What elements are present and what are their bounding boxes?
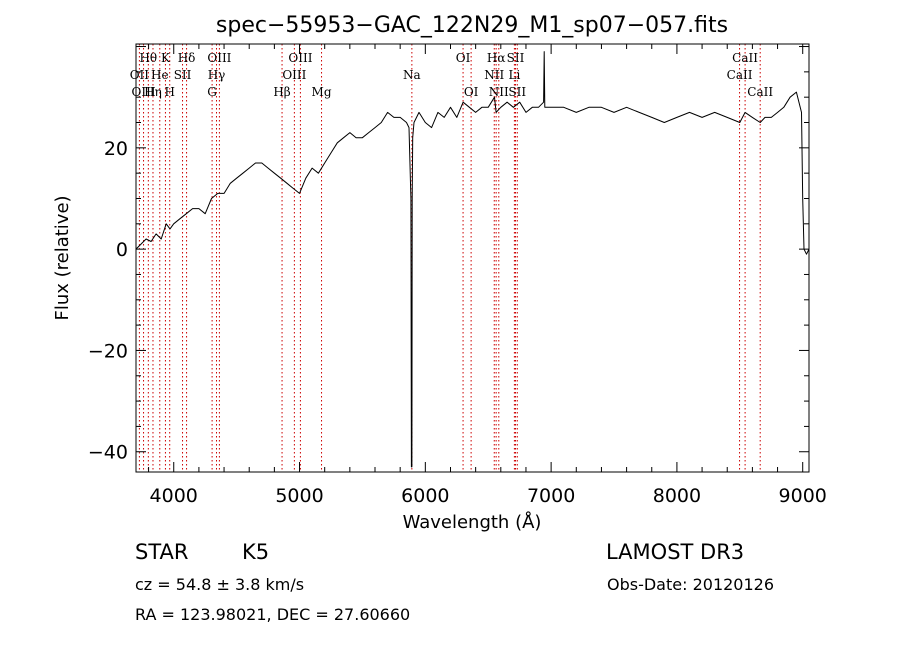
line-label-16: Na: [403, 68, 421, 82]
line-label-23: Li: [508, 68, 520, 82]
x-tick-label-4: 8000: [653, 485, 701, 507]
redshift-cz: cz = 54.8 ± 3.8 km/s: [135, 575, 305, 594]
plot-frame: [135, 43, 810, 473]
line-label-25: CaII: [732, 51, 758, 65]
y-tick-label-2: −20: [88, 340, 128, 362]
survey-name: LAMOST DR3: [606, 540, 745, 564]
line-label-14: OIII: [282, 68, 306, 82]
emission-line-labels: HθOIIOIIIHηHeKHSIIHδGOIIIHγHβOIIIOIIIMgN…: [130, 51, 774, 99]
line-label-11: Hγ: [208, 68, 226, 82]
y-axis-ticks: 20 0 −20 −40: [88, 46, 809, 464]
spectrum-series: [135, 51, 810, 468]
line-label-27: CaII: [747, 85, 773, 99]
line-label-6: H: [164, 85, 174, 99]
line-label-15: Mg: [312, 85, 332, 99]
line-label-24: SII: [508, 85, 526, 99]
line-label-5: K: [161, 51, 171, 65]
x-axis-label: Wavelength (Å): [403, 511, 542, 533]
line-label-2: OIII: [132, 85, 156, 99]
line-label-3: Hη: [144, 85, 162, 99]
y-tick-label-3: −40: [88, 442, 128, 464]
line-label-1: OII: [130, 68, 150, 82]
object-subclass: K5: [242, 540, 270, 564]
observation-date: Obs-Date: 20120126: [607, 575, 775, 594]
line-label-18: OI: [464, 85, 479, 99]
y-tick-label-0: 20: [104, 138, 128, 160]
line-label-4: He: [151, 68, 169, 82]
line-label-12: Hβ: [273, 85, 290, 99]
line-label-21: NII: [489, 85, 509, 99]
x-tick-label-0: 4000: [150, 485, 198, 507]
x-tick-label-3: 7000: [527, 485, 575, 507]
x-tick-label-5: 9000: [779, 485, 827, 507]
line-label-13: OIII: [288, 51, 312, 65]
line-label-8: Hδ: [178, 51, 196, 65]
coordinates: RA = 123.98021, DEC = 27.60660: [135, 605, 411, 624]
x-tick-label-1: 5000: [275, 485, 323, 507]
line-label-19: Hα: [487, 51, 506, 65]
line-label-9: G: [207, 85, 217, 99]
line-label-10: OIII: [207, 51, 231, 65]
x-axis-ticks: 4000 5000 6000 7000 8000 9000: [148, 44, 827, 507]
x-tick-label-2: 6000: [401, 485, 449, 507]
line-label-0: Hθ: [139, 51, 157, 65]
line-label-20: NII: [484, 68, 504, 82]
object-class: STAR: [135, 540, 189, 564]
y-axis-label: Flux (relative): [52, 195, 73, 320]
line-label-17: OI: [456, 51, 471, 65]
series-line-0: [135, 51, 810, 468]
chart-title: spec−55953−GAC_122N29_M1_sp07−057.fits: [216, 13, 728, 38]
line-label-7: SII: [174, 68, 192, 82]
line-label-26: CaII: [727, 68, 753, 82]
line-label-22: SII: [507, 51, 525, 65]
y-tick-label-1: 0: [116, 239, 128, 261]
